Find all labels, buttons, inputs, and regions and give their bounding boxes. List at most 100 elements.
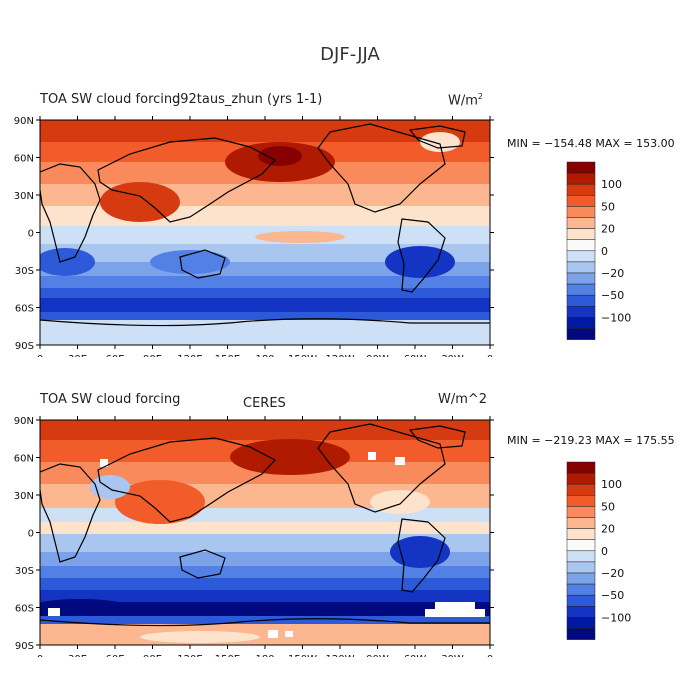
panel2-lon-label: 60W: [404, 654, 427, 657]
panel2-lon-label: 90W: [366, 654, 389, 657]
panel1-units-sup: 2: [477, 92, 483, 101]
panel1-lon-label: 90E: [143, 354, 162, 357]
panel1-lat-label: 60S: [15, 304, 34, 315]
panel1-colorbar-label: 20: [601, 223, 615, 236]
panel1-axis-labels: 90N60N30N030S60S90S030E60E90E120E150E180…: [14, 116, 494, 357]
panel1-lon-label: 30W: [441, 354, 464, 357]
panel2-lon-label: 90E: [143, 654, 162, 657]
panel1-left-title: TOA SW cloud forcing: [40, 92, 181, 107]
panel1-colorbar-box: [566, 294, 596, 307]
panel1-colorbar-box: [566, 206, 596, 218]
panel1-colorbar-box: [566, 239, 596, 252]
panel1-lat-label: 30N: [14, 191, 34, 202]
panel1-colorbar: 100 50 20 0 −20 −50 −100: [566, 161, 631, 340]
panel2-colorbar-box: [566, 617, 596, 629]
panel1-colorbar-box: [566, 217, 596, 229]
panel1-colorbar-box: [566, 161, 596, 174]
panel1-lon-label: 30E: [68, 354, 87, 357]
panel1-lat-label: 30S: [15, 266, 34, 277]
panel2-map: 90N60N30N030S60S90S030E60E90E120E150E180…: [14, 416, 494, 657]
panel1-colorbar-box: [566, 283, 596, 296]
panel1-lon-label: 90W: [366, 354, 389, 357]
panel2-center-title: CERES: [243, 396, 286, 411]
panel1-lon-label: 60E: [105, 354, 124, 357]
panel1-colorbar-box: [566, 195, 596, 207]
panel1-lat-label: 60N: [14, 154, 34, 165]
panel1-colorbar-label: 100: [601, 178, 622, 191]
panel1-lon-label: 180: [255, 354, 274, 357]
panel2-colorbar-box: [566, 495, 596, 507]
panel2-field: [40, 420, 490, 645]
panel2-colorbar-box: [566, 539, 596, 552]
panel2-colorbar-box: [566, 572, 596, 585]
panel1-lon-label: 150E: [215, 354, 240, 357]
panel2-lat-label: 0: [28, 529, 34, 540]
panel2-lat-label: 30N: [14, 491, 34, 502]
panel1-colorbar-box: [566, 228, 596, 240]
panel2-colorbar-box: [566, 628, 596, 640]
panel2-colorbar-box: [566, 461, 596, 474]
panel1-colorbar-box: [566, 272, 596, 285]
panel2-colorbar: 100 50 20 0 −20 −50 −100: [566, 461, 631, 640]
panel2-coastlines: [40, 423, 490, 627]
panel2-units: W/m^2: [438, 392, 488, 407]
panel2-colorbar-box: [566, 517, 596, 529]
panel2-colorbar-box: [566, 550, 596, 563]
panel1-units: W/m2: [448, 92, 483, 108]
panel2-axis-labels: 90N60N30N030S60S90S030E60E90E120E150E180…: [14, 416, 494, 657]
panel2-lon-label: 180: [255, 654, 274, 657]
panel2-colorbar-box: [566, 594, 596, 607]
panel1-lat-label: 0: [28, 229, 34, 240]
panel2-lat-label: 30S: [15, 566, 34, 577]
panel2-colorbar-box: [566, 583, 596, 596]
panel1-colorbar-label: 0: [601, 245, 608, 258]
panel1-units-base: W/m: [448, 93, 478, 109]
panel1-colorbar-box: [566, 306, 596, 318]
panel2-colorbar-label: 50: [601, 500, 615, 513]
panel2-left-title: TOA SW cloud forcing: [40, 392, 181, 407]
panel1-lon-label: 0: [37, 354, 43, 357]
panel1-lon-label: 60W: [404, 354, 427, 357]
panel2-lat-label: 60N: [14, 454, 34, 465]
panel1-colorbar-label: 50: [601, 200, 615, 213]
panel1-lon-label: 150W: [288, 354, 317, 357]
panel2-lon-label: 30E: [68, 654, 87, 657]
panel1-colorbar-box: [566, 261, 596, 274]
panel1-colorbar-box: [566, 172, 596, 185]
panel1-colorbar-box: [566, 317, 596, 329]
panel2-colorbar-label: 20: [601, 523, 615, 536]
panel2-colorbar-box: [566, 528, 596, 540]
panel1-lat-label: 90N: [14, 116, 34, 127]
panel1-lon-label: 120E: [177, 354, 202, 357]
panel2-lon-label: 120W: [326, 654, 355, 657]
panel2-lon-label: 0: [487, 654, 493, 657]
panel2-colorbar-label: −50: [601, 589, 624, 602]
panel2-lon-label: 120E: [177, 654, 202, 657]
panel2-colorbar-label: 0: [601, 545, 608, 558]
panel1-coastlines: [40, 123, 490, 327]
panel2-colorbar-box: [566, 561, 596, 574]
panel1-colorbar-label: −50: [601, 289, 624, 302]
panel2-lon-label: 60E: [105, 654, 124, 657]
panel1-map: 90N60N30N030S60S90S030E60E90E120E150E180…: [14, 116, 494, 357]
panel1-lat-label: 90S: [15, 341, 34, 352]
panel2-colorbar-label: 100: [601, 478, 622, 491]
panel1-center-title: d92taus_zhun (yrs 1-1): [172, 92, 323, 107]
panel1-colorbar-label: −100: [601, 311, 631, 324]
panel2-lon-label: 30W: [441, 654, 464, 657]
panel2-colorbar-box: [566, 472, 596, 485]
panel2-colorbar-box: [566, 606, 596, 618]
panel2-lat-label: 90S: [15, 641, 34, 652]
panel2-stats: MIN = −219.23 MAX = 175.55: [507, 434, 675, 447]
panel2-lat-label: 60S: [15, 604, 34, 615]
panel1-lon-label: 120W: [326, 354, 355, 357]
panel2-lon-label: 0: [37, 654, 43, 657]
panel1-colorbar-box: [566, 328, 596, 340]
panel2-colorbar-box: [566, 506, 596, 518]
panel2-lon-label: 150E: [215, 654, 240, 657]
panel1-colorbar-box: [566, 183, 596, 196]
panel1-colorbar-label: −20: [601, 267, 624, 280]
panel2-lat-label: 90N: [14, 416, 34, 427]
panel1-colorbar-box: [566, 250, 596, 263]
panel2-colorbar-label: −100: [601, 611, 631, 624]
